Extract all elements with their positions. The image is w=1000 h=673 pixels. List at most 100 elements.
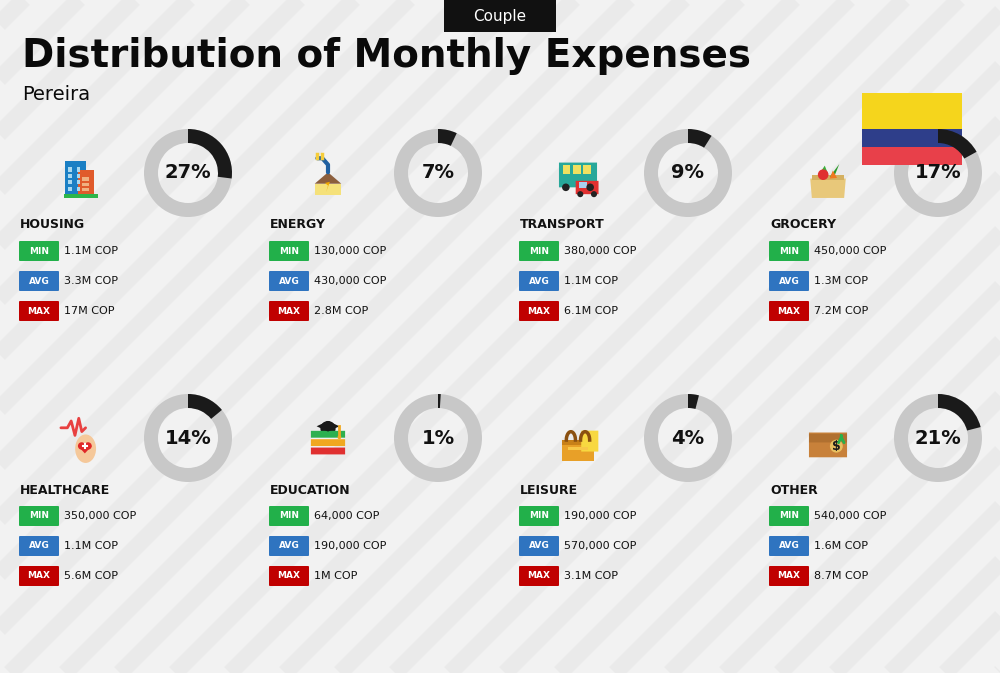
Text: AVG: AVG — [29, 542, 49, 551]
Text: AVG: AVG — [279, 542, 299, 551]
Polygon shape — [830, 170, 837, 178]
FancyBboxPatch shape — [559, 163, 597, 187]
Circle shape — [591, 191, 597, 197]
Wedge shape — [688, 394, 699, 409]
FancyBboxPatch shape — [269, 566, 309, 586]
Bar — [68, 180, 72, 184]
FancyBboxPatch shape — [519, 536, 559, 556]
Circle shape — [338, 435, 341, 439]
Text: AVG: AVG — [779, 542, 799, 551]
Text: 5.6M COP: 5.6M COP — [64, 571, 118, 581]
Polygon shape — [810, 178, 846, 198]
Polygon shape — [317, 421, 339, 431]
FancyBboxPatch shape — [769, 566, 809, 586]
FancyBboxPatch shape — [581, 431, 598, 452]
Text: 17M COP: 17M COP — [64, 306, 114, 316]
Polygon shape — [325, 182, 330, 192]
Text: AVG: AVG — [29, 277, 49, 285]
Text: Distribution of Monthly Expenses: Distribution of Monthly Expenses — [22, 37, 751, 75]
Text: 8.7M COP: 8.7M COP — [814, 571, 868, 581]
Text: EDUCATION: EDUCATION — [270, 483, 351, 497]
FancyBboxPatch shape — [311, 431, 345, 437]
FancyBboxPatch shape — [769, 536, 809, 556]
FancyBboxPatch shape — [19, 241, 59, 261]
Text: MAX: MAX — [528, 571, 550, 581]
FancyBboxPatch shape — [519, 271, 559, 291]
Text: Couple: Couple — [473, 9, 527, 24]
Wedge shape — [394, 394, 482, 482]
Text: MAX: MAX — [28, 306, 50, 316]
Text: MIN: MIN — [29, 246, 49, 256]
Circle shape — [78, 442, 85, 450]
Text: MAX: MAX — [278, 571, 300, 581]
FancyBboxPatch shape — [19, 536, 59, 556]
Bar — [82, 188, 89, 191]
Text: 27%: 27% — [165, 164, 211, 182]
Wedge shape — [688, 129, 712, 147]
Bar — [579, 182, 587, 188]
FancyBboxPatch shape — [269, 506, 309, 526]
Text: 1.1M COP: 1.1M COP — [64, 541, 118, 551]
Text: MIN: MIN — [779, 511, 799, 520]
Wedge shape — [438, 394, 441, 408]
Text: MIN: MIN — [529, 246, 549, 256]
Text: MIN: MIN — [529, 511, 549, 520]
Text: 6.1M COP: 6.1M COP — [564, 306, 618, 316]
Bar — [583, 165, 591, 174]
Bar — [568, 447, 588, 450]
Text: 21%: 21% — [915, 429, 961, 448]
FancyBboxPatch shape — [269, 271, 309, 291]
FancyBboxPatch shape — [519, 506, 559, 526]
Text: 14%: 14% — [165, 429, 211, 448]
Text: 17%: 17% — [915, 164, 961, 182]
Text: LEISURE: LEISURE — [520, 483, 578, 497]
Wedge shape — [938, 394, 981, 431]
Polygon shape — [830, 164, 839, 177]
FancyBboxPatch shape — [769, 301, 809, 321]
Wedge shape — [394, 129, 482, 217]
Bar — [563, 165, 570, 174]
FancyBboxPatch shape — [269, 536, 309, 556]
FancyBboxPatch shape — [311, 448, 345, 454]
Text: AVG: AVG — [279, 277, 299, 285]
Bar — [64, 194, 98, 198]
Bar — [78, 170, 94, 195]
FancyBboxPatch shape — [519, 241, 559, 261]
Text: 2.8M COP: 2.8M COP — [314, 306, 368, 316]
Text: 380,000 COP: 380,000 COP — [564, 246, 636, 256]
Text: 1.1M COP: 1.1M COP — [564, 276, 618, 286]
Text: AVG: AVG — [779, 277, 799, 285]
FancyBboxPatch shape — [19, 566, 59, 586]
Text: GROCERY: GROCERY — [770, 219, 836, 232]
Text: OTHER: OTHER — [770, 483, 818, 497]
Bar — [812, 176, 844, 180]
Text: 540,000 COP: 540,000 COP — [814, 511, 886, 521]
FancyBboxPatch shape — [809, 433, 847, 457]
Text: 190,000 COP: 190,000 COP — [564, 511, 636, 521]
Wedge shape — [938, 129, 977, 159]
Text: 7%: 7% — [422, 164, 454, 182]
FancyBboxPatch shape — [19, 271, 59, 291]
FancyBboxPatch shape — [769, 241, 809, 261]
Text: 1.3M COP: 1.3M COP — [814, 276, 868, 286]
Bar — [573, 165, 581, 174]
Text: 1.1M COP: 1.1M COP — [64, 246, 118, 256]
Bar — [82, 183, 89, 186]
Bar — [68, 168, 72, 172]
Bar — [862, 147, 962, 165]
Text: 450,000 COP: 450,000 COP — [814, 246, 886, 256]
Text: 3.1M COP: 3.1M COP — [564, 571, 618, 581]
Text: 430,000 COP: 430,000 COP — [314, 276, 386, 286]
Bar — [77, 180, 80, 184]
Circle shape — [577, 191, 583, 197]
Bar — [82, 177, 89, 180]
FancyBboxPatch shape — [769, 271, 809, 291]
Bar — [862, 93, 962, 129]
Text: MIN: MIN — [279, 246, 299, 256]
Text: 130,000 COP: 130,000 COP — [314, 246, 386, 256]
Bar — [77, 187, 80, 191]
Circle shape — [586, 184, 594, 191]
Text: MIN: MIN — [29, 511, 49, 520]
Text: MIN: MIN — [279, 511, 299, 520]
Circle shape — [84, 442, 92, 450]
